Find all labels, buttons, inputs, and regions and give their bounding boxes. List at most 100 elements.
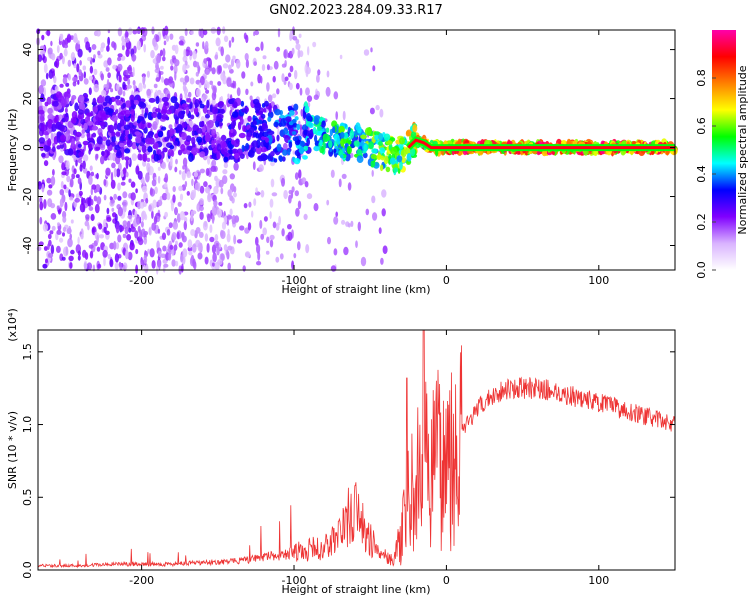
colorbar: 0.0 0.2 0.4 0.6 0.8 Normalized spectral ampl… xyxy=(695,30,749,279)
spectrogram-band-blob xyxy=(267,130,275,136)
spectrogram-blob xyxy=(207,58,212,68)
spectrogram-band-blob xyxy=(82,140,90,146)
spectrogram-band-blob xyxy=(313,145,320,152)
spectrogram-blob xyxy=(143,43,146,53)
spectrogram-blob xyxy=(122,220,128,227)
spectrogram-blob xyxy=(123,75,129,82)
spectrogram-blob xyxy=(125,171,129,178)
spectrogram-band-blob xyxy=(47,120,53,130)
spectrogram-band-blob xyxy=(191,130,195,137)
spectrogram-blob xyxy=(47,243,50,251)
spectrogram-blob xyxy=(291,47,295,55)
spectrogram-band-blob xyxy=(230,121,236,130)
spectrogram-blob xyxy=(239,225,245,231)
spectrogram-blob xyxy=(207,213,211,223)
spectrogram-band-blob xyxy=(177,149,183,156)
spectrogram-blob xyxy=(158,259,161,270)
spectrogram-blob xyxy=(92,227,95,233)
spectrogram-blob xyxy=(216,26,221,36)
spectrogram-band-blob xyxy=(262,131,269,137)
spectrogram-band-blob xyxy=(186,149,191,155)
spectrogram-blob xyxy=(99,234,105,239)
spectrogram-blob xyxy=(117,63,123,72)
spectrogram-band-blob xyxy=(356,155,364,164)
spectrogram-blob xyxy=(338,178,342,188)
spectrogram-band-blob xyxy=(265,137,269,143)
x-tick-label: -200 xyxy=(129,574,154,587)
spectrogram-blob xyxy=(105,67,110,72)
spectrogram-blob xyxy=(117,206,123,217)
spectrogram-band-blob xyxy=(77,109,84,115)
spectrogram-blob xyxy=(223,244,228,252)
spectrogram-blob xyxy=(115,242,120,250)
spectrogram-band-blob xyxy=(390,146,398,156)
spectrogram-band-blob xyxy=(129,94,135,103)
spectrogram-band-blob xyxy=(65,112,69,118)
spectrogram-blob xyxy=(79,60,82,66)
spectrogram-blob xyxy=(95,153,99,159)
spectrogram-blob xyxy=(81,129,86,134)
spectrogram-band-blob xyxy=(43,131,50,136)
spectrogram-blob xyxy=(298,33,302,38)
spectrogram-blob xyxy=(77,79,80,85)
spectrogram-blob xyxy=(161,232,167,240)
spectrogram-blob xyxy=(118,74,122,83)
spectrogram-band-blob xyxy=(255,132,260,139)
spectrogram-blob xyxy=(43,63,48,74)
spectrogram-blob xyxy=(124,37,130,43)
spectrogram-blob xyxy=(155,62,159,70)
spectrogram-blob xyxy=(313,94,319,100)
spectrogram-blob xyxy=(78,69,82,76)
spectrogram-blob xyxy=(46,29,51,37)
spectrogram-blob xyxy=(267,94,273,103)
spectrogram-band-blob xyxy=(181,103,189,108)
spectrogram-band-blob xyxy=(264,100,269,107)
spectrogram-blob xyxy=(257,73,262,84)
spectrogram-blob xyxy=(135,28,141,34)
spectrogram-blob xyxy=(117,53,123,58)
spectrogram-blob xyxy=(151,179,157,187)
spectrogram-blob xyxy=(287,72,292,78)
spectrogram-band-blob xyxy=(113,122,118,131)
spectrogram-blob xyxy=(335,111,339,120)
y-tick-label: 20 xyxy=(21,92,34,106)
spectrogram-blob xyxy=(283,50,287,58)
spectrogram-band-blob xyxy=(288,141,293,149)
spectrogram-blob xyxy=(50,175,56,186)
spectrogram-band-blob xyxy=(273,158,278,163)
spectrogram-band-blob xyxy=(147,122,152,129)
spectrogram-blob xyxy=(305,66,311,75)
spectrogram-blob xyxy=(227,64,232,71)
spectrogram-blob xyxy=(204,41,209,50)
spectrogram-blob xyxy=(60,181,64,189)
spectrogram-blob xyxy=(342,110,346,121)
spectrogram-blob xyxy=(114,262,119,270)
spectrogram-band-blob xyxy=(360,134,367,140)
spectrogram-blob xyxy=(94,203,100,214)
spectrogram-blob xyxy=(72,81,77,87)
spectrogram-band-blob xyxy=(108,124,115,134)
spectrogram-blob xyxy=(182,248,188,258)
spectrogram-blob xyxy=(148,204,152,212)
spectrogram-blob xyxy=(109,242,115,250)
spectrogram-blob xyxy=(61,256,66,261)
spectrogram-blob xyxy=(88,175,93,186)
spectrogram-band-blob xyxy=(196,127,203,134)
spectrogram-blob xyxy=(130,226,136,233)
spectrogram-blob xyxy=(93,54,96,59)
spectrogram-blob xyxy=(233,186,237,193)
spectrogram-blob xyxy=(306,95,313,102)
snr-y-ticks: 0.0 0.5 1.0 1.5 xyxy=(21,343,675,579)
spectrogram-band-blob xyxy=(274,108,281,116)
spectrogram-band-blob xyxy=(211,139,215,149)
spectrogram-blob xyxy=(47,47,53,55)
spectrogram-frame xyxy=(37,29,676,271)
spectrogram-blob xyxy=(212,207,217,216)
spectrogram-blob xyxy=(132,80,136,86)
spectrogram-blob xyxy=(333,216,339,225)
spectrogram-blob xyxy=(129,242,135,251)
spectrogram-band-blob xyxy=(181,110,186,115)
spectrogram-blob xyxy=(198,82,202,88)
spectrogram-band-blob xyxy=(186,98,192,103)
